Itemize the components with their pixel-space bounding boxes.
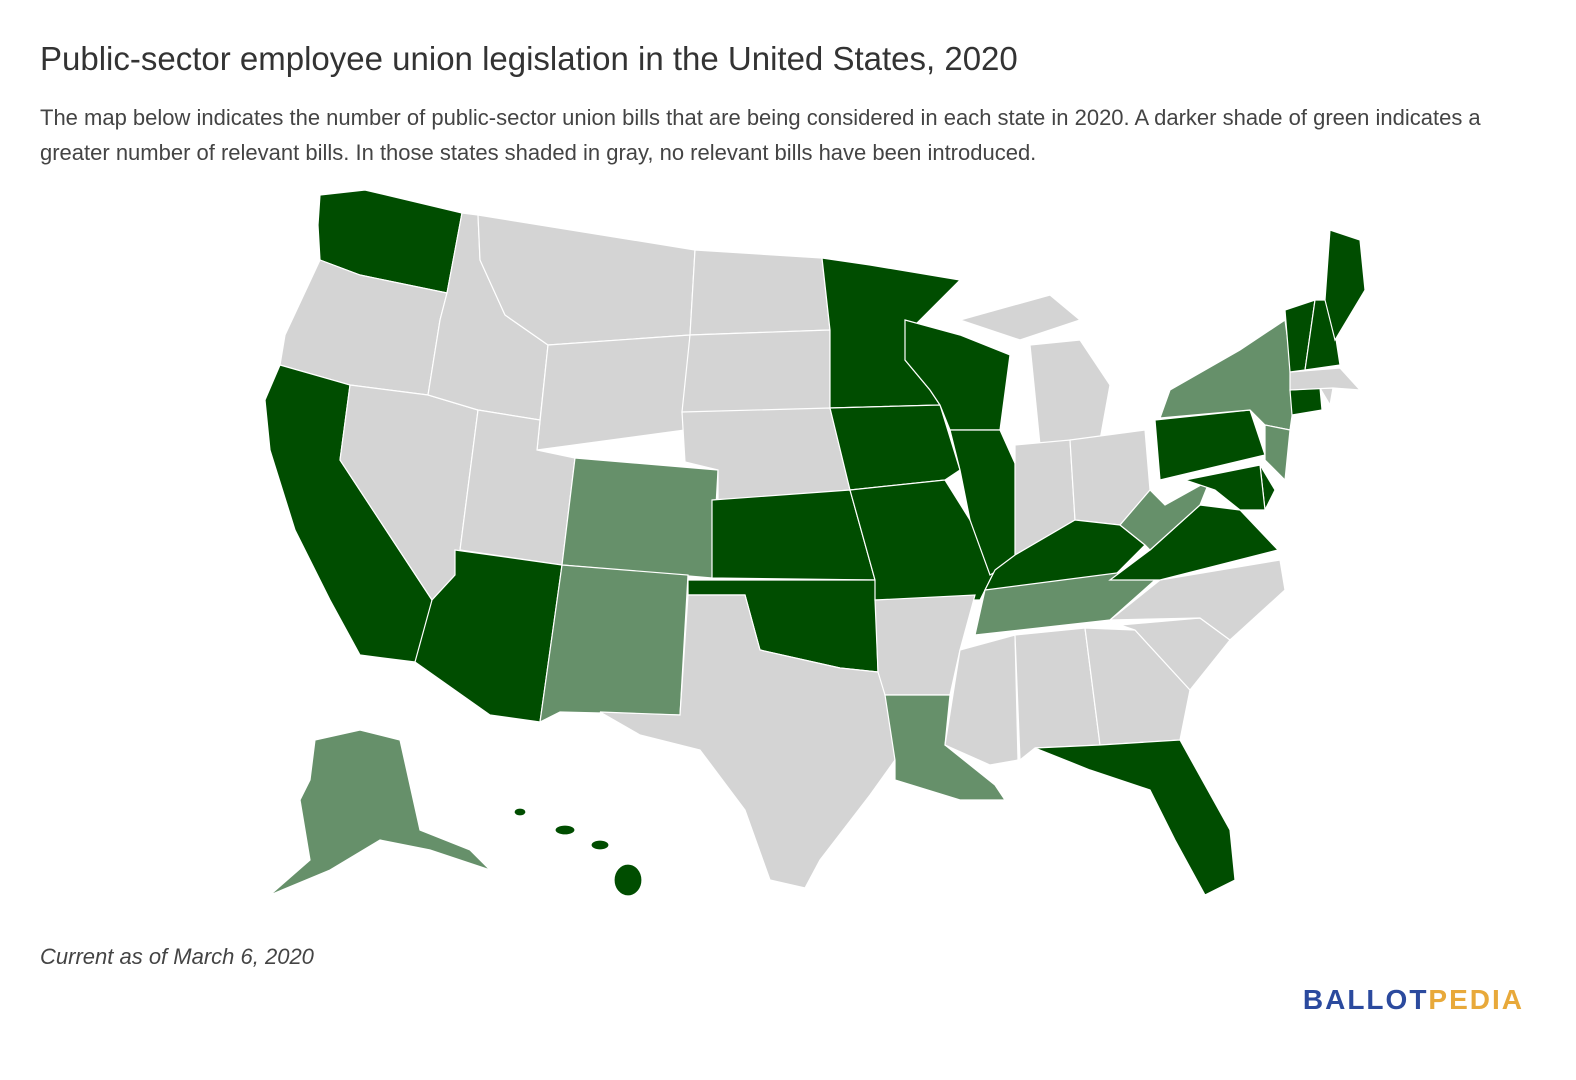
footnote: Current as of March 6, 2020 [40, 944, 314, 969]
state [1289, 387, 1323, 416]
state [829, 404, 961, 491]
state [599, 594, 896, 889]
state [1084, 627, 1191, 746]
state [1029, 339, 1111, 446]
state [1119, 617, 1231, 691]
state [974, 569, 1156, 636]
state [689, 249, 831, 336]
us-map [264, 189, 1366, 897]
state [711, 489, 876, 581]
state [884, 694, 1007, 801]
island [554, 824, 576, 836]
state [1318, 387, 1334, 407]
island [613, 863, 643, 897]
title: Public-sector employee union legislation… [40, 40, 1018, 77]
state [957, 294, 1082, 341]
logo-part: BALLOT [1302, 984, 1429, 1015]
island [590, 839, 610, 851]
state [944, 634, 1019, 766]
state [1324, 229, 1366, 342]
logo: BALLOTPEDIA [1303, 984, 1524, 1016]
state [1264, 424, 1291, 482]
description: The map below indicates the number of pu… [40, 105, 1481, 165]
state [1034, 739, 1236, 896]
state [536, 334, 691, 451]
state [1119, 478, 1212, 551]
state [269, 729, 491, 896]
island [513, 807, 527, 817]
logo-part: PEDIA [1428, 984, 1524, 1015]
state [681, 329, 831, 421]
states [264, 189, 1366, 897]
state [1289, 367, 1362, 391]
state [561, 457, 719, 579]
state [539, 564, 689, 724]
state [1182, 464, 1266, 511]
